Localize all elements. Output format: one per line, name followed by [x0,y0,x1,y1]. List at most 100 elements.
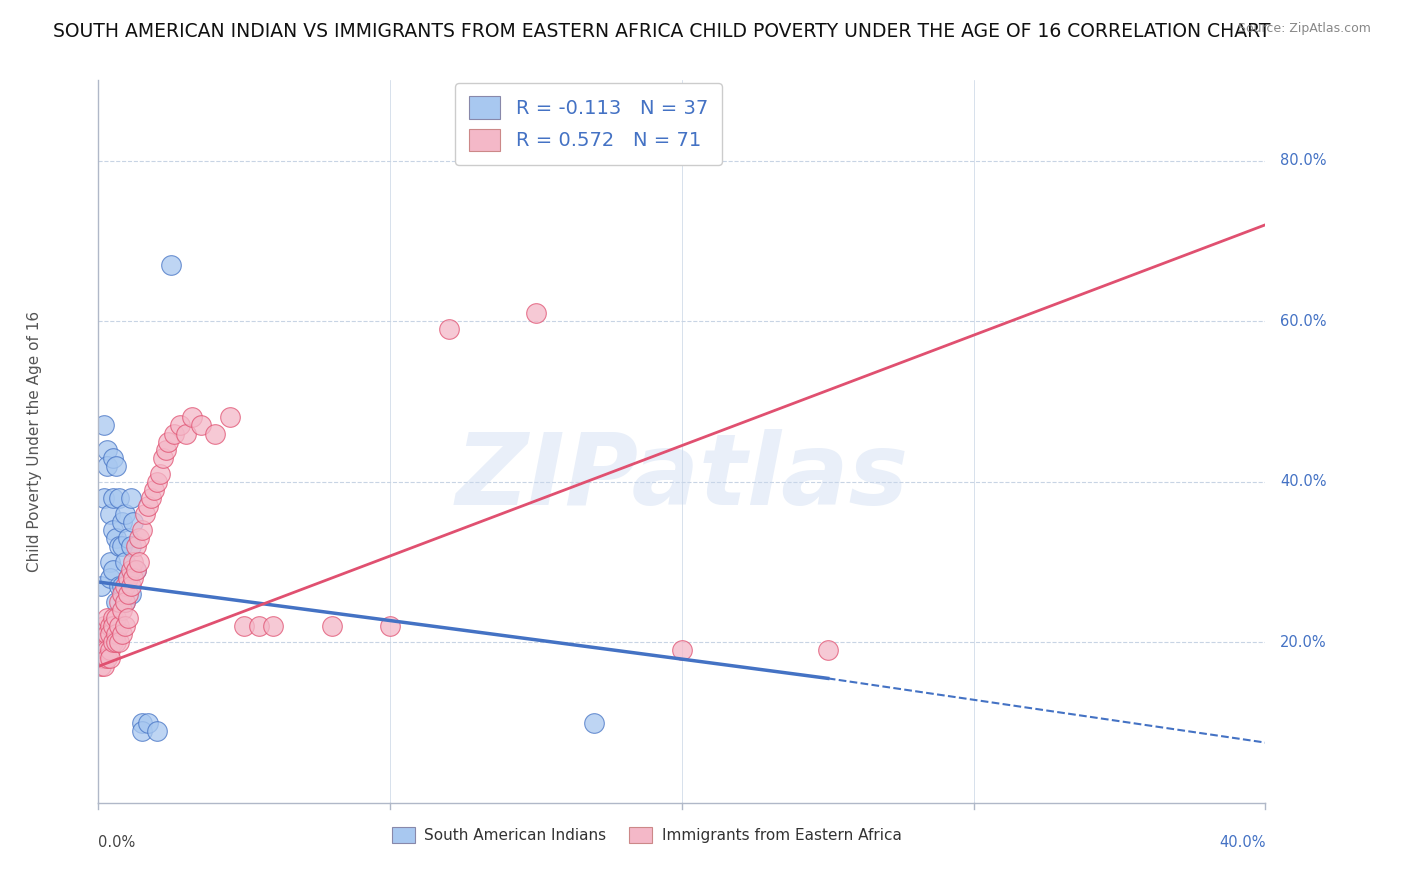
Point [131,715,153,730]
Point [120,539,142,553]
Point [98,619,121,633]
Point [155,442,177,457]
Point [247,619,270,633]
Text: 40.0%: 40.0% [1279,475,1326,489]
Point [136,715,159,730]
Point [96,611,118,625]
Point [108,491,131,505]
Text: Child Poverty Under the Age of 16: Child Poverty Under the Age of 16 [27,311,42,572]
Point [104,611,127,625]
Point [437,322,460,336]
Point [131,523,153,537]
Point [134,507,156,521]
Point [93,643,115,657]
Point [90,579,112,593]
Point [163,426,186,441]
Point [114,595,136,609]
Point [204,426,226,441]
Point [108,539,131,553]
Point [117,587,139,601]
Point [169,418,191,433]
Point [122,555,145,569]
Text: 60.0%: 60.0% [1279,314,1326,328]
Point [98,571,121,585]
Point [111,587,134,601]
Point [146,723,169,738]
Point [146,475,169,489]
Text: SOUTH AMERICAN INDIAN VS IMMIGRANTS FROM EASTERN AFRICA CHILD POVERTY UNDER THE : SOUTH AMERICAN INDIAN VS IMMIGRANTS FROM… [53,22,1271,41]
Point [90,627,112,641]
Point [111,539,134,553]
Text: Source: ZipAtlas.com: Source: ZipAtlas.com [1237,22,1371,36]
Point [114,507,136,521]
Point [180,410,202,425]
Point [117,571,139,585]
Point [96,442,118,457]
Point [524,306,547,320]
Point [114,579,136,593]
Point [101,491,124,505]
Point [90,635,112,649]
Point [125,539,148,553]
Point [380,619,402,633]
Point [90,659,112,673]
Point [108,595,131,609]
Point [108,579,131,593]
Point [101,611,124,625]
Point [90,651,112,665]
Point [321,619,343,633]
Point [120,587,142,601]
Point [114,595,136,609]
Point [114,619,136,633]
Point [149,467,172,481]
Point [120,579,142,593]
Point [190,418,212,433]
Point [142,483,165,497]
Point [96,651,118,665]
Point [671,643,693,657]
Point [93,619,115,633]
Point [174,426,197,441]
Point [90,643,112,657]
Point [120,563,142,577]
Point [104,627,127,641]
Point [160,258,183,272]
Point [98,507,121,521]
Point [93,491,115,505]
Point [139,491,162,505]
Point [101,450,124,465]
Point [114,555,136,569]
Point [111,515,134,529]
Point [817,643,839,657]
Legend: South American Indians, Immigrants from Eastern Africa: South American Indians, Immigrants from … [387,822,907,849]
Point [98,627,121,641]
Point [117,611,139,625]
Point [218,410,240,425]
Point [136,499,159,513]
Point [583,715,606,730]
Point [131,723,153,738]
Point [98,643,121,657]
Point [93,651,115,665]
Point [108,635,131,649]
Point [101,563,124,577]
Point [93,635,115,649]
Point [104,531,127,545]
Point [128,531,150,545]
Point [101,635,124,649]
Point [262,619,284,633]
Point [111,627,134,641]
Point [157,434,180,449]
Point [98,555,121,569]
Point [233,619,256,633]
Point [152,450,174,465]
Point [122,571,145,585]
Point [120,491,142,505]
Point [111,603,134,617]
Point [96,627,118,641]
Point [93,659,115,673]
Text: 20.0%: 20.0% [1279,635,1327,649]
Text: 40.0%: 40.0% [1219,835,1265,850]
Point [101,619,124,633]
Point [122,515,145,529]
